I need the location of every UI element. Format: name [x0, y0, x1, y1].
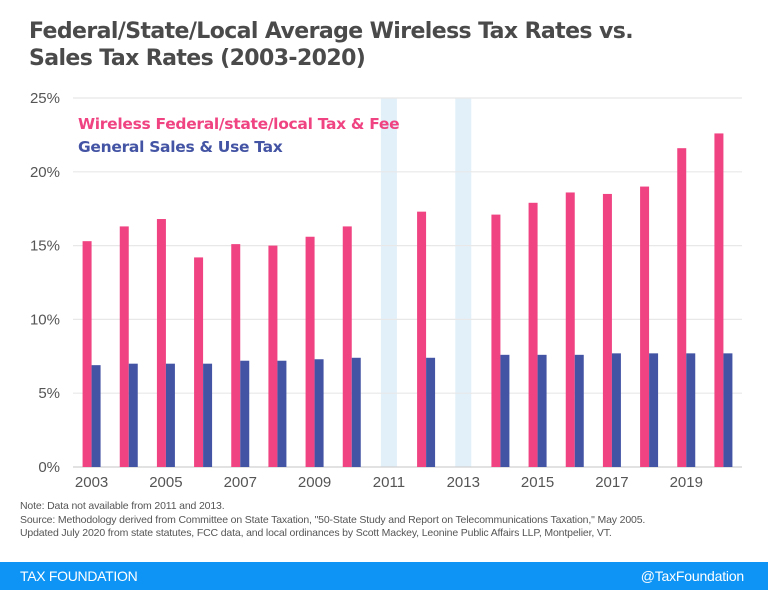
sales-tax-bar [203, 363, 213, 467]
sales-tax-bar [500, 354, 510, 467]
sales-tax-bar [611, 353, 621, 467]
x-tick-label: 2011 [373, 474, 405, 491]
legend-sales-tax: General Sales & Use Tax [78, 138, 283, 156]
x-tick-label: 2013 [447, 474, 480, 491]
chart-title-line-1: Federal/State/Local Average Wireless Tax… [29, 19, 634, 44]
x-tick-label: 2017 [595, 474, 628, 491]
sales-tax-bar [128, 363, 138, 467]
x-tick-label: 2015 [521, 474, 554, 491]
wireless-tax-bar [342, 226, 352, 467]
wireless-tax-bar [677, 148, 687, 467]
missing-data-band [455, 98, 472, 467]
legend-wireless: Wireless Federal/state/local Tax & Fee [78, 115, 399, 133]
wireless-tax-bar [640, 186, 650, 467]
sales-tax-bar [537, 354, 547, 467]
footer-bar: TAX FOUNDATION @TaxFoundation [0, 562, 768, 590]
note-line: Note: Data not available from 2011 and 2… [20, 500, 225, 512]
tax-foundation-logo[interactable]: TAX FOUNDATION [20, 568, 138, 584]
sales-tax-bar [165, 363, 175, 467]
wireless-tax-bar [528, 202, 538, 467]
x-tick-label: 2003 [75, 474, 108, 491]
sales-tax-bar [649, 353, 659, 467]
sales-tax-bar [277, 360, 287, 467]
bar-chart: 0% 5% 10% 15% 20% 25% 2003 2005 2007 2009 2011 201… [30, 90, 742, 491]
sales-tax-bar [574, 354, 584, 467]
x-tick-label: 2005 [149, 474, 182, 491]
legend: Wireless Federal/state/local Tax & Fee G… [78, 115, 400, 156]
bars [82, 133, 733, 468]
wireless-tax-bar [491, 214, 501, 467]
wireless-tax-bar [268, 245, 278, 467]
chart-title: Federal/State/Local Average Wireless Tax… [29, 18, 749, 72]
sales-tax-bar [351, 357, 361, 467]
sales-tax-bar [723, 353, 733, 467]
y-tick-label: 15% [30, 238, 60, 255]
sales-tax-bar [314, 359, 324, 467]
wireless-tax-bar [231, 244, 241, 467]
missing-data-bands [380, 98, 472, 467]
y-tick-label: 5% [38, 385, 60, 402]
wireless-tax-bar [305, 236, 315, 467]
wireless-tax-bar [714, 133, 724, 467]
sales-tax-bar [91, 365, 101, 467]
x-axis-ticks: 2003 2005 2007 2009 2011 2013 2015 2017 2019 [75, 474, 703, 491]
sales-tax-bar [426, 357, 436, 467]
x-tick-label: 2007 [224, 474, 257, 491]
y-tick-label: 0% [38, 459, 60, 476]
wireless-tax-bar [156, 219, 166, 467]
twitter-handle[interactable]: @TaxFoundation [640, 568, 744, 584]
chart-notes: Note: Data not available from 2011 and 2… [20, 500, 645, 541]
wireless-tax-bar [602, 193, 612, 467]
chart-title-line-2: Sales Tax Rates (2003-2020) [29, 46, 366, 71]
y-tick-label: 10% [30, 311, 60, 328]
wireless-tax-bar [565, 192, 575, 468]
sales-tax-bar [686, 353, 696, 467]
y-tick-label: 20% [30, 164, 60, 181]
sales-tax-bar [240, 360, 250, 467]
source-line: Source: Methodology derived from Committ… [20, 513, 646, 526]
gridlines [73, 97, 742, 468]
wireless-tax-bar [82, 241, 92, 467]
x-tick-label: 2009 [298, 474, 331, 491]
wireless-tax-bar [194, 257, 204, 467]
update-line: Updated July 2020 from state statutes, F… [20, 527, 612, 539]
y-axis-ticks: 0% 5% 10% 15% 20% 25% [30, 90, 60, 476]
missing-data-band [380, 98, 397, 467]
y-tick-label: 25% [30, 90, 60, 107]
wireless-tax-bar [417, 211, 427, 467]
x-tick-label: 2019 [670, 474, 703, 491]
wireless-tax-bar [119, 226, 129, 467]
